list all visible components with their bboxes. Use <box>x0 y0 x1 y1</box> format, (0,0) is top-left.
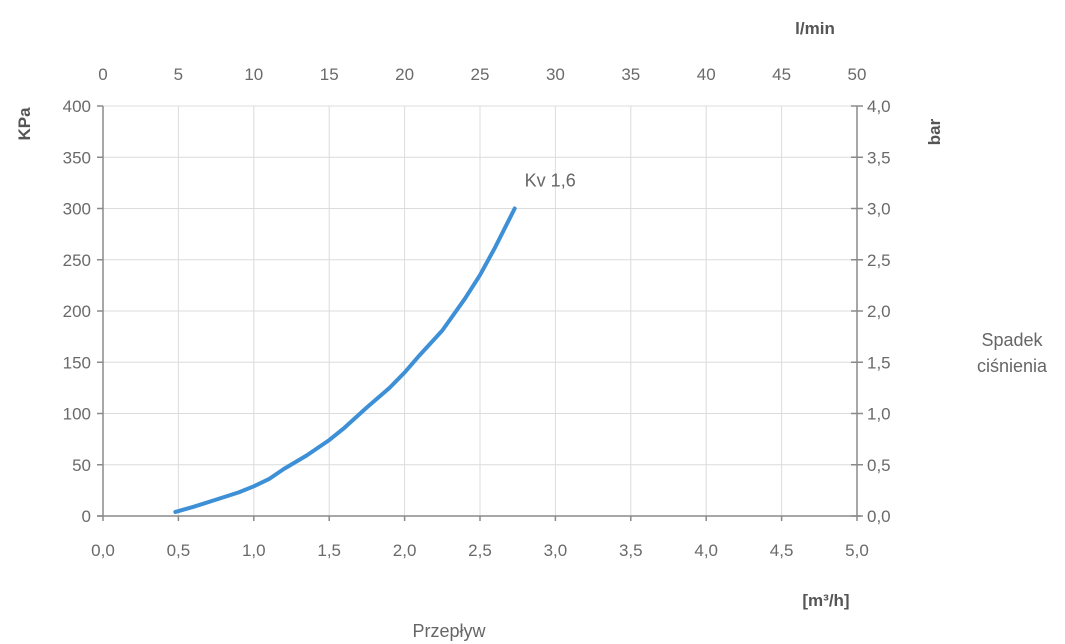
x-top-tick-label: 10 <box>244 65 263 84</box>
x-top-tick-label: 15 <box>320 65 339 84</box>
y-right-tick-label: 1,5 <box>867 353 891 372</box>
y-left-tick-label: 50 <box>72 456 91 475</box>
series-layer: Kv 1,6 <box>173 171 576 514</box>
x-bottom-tick-label: 3,5 <box>619 541 643 560</box>
pressure-drop-caption-line1: Spadek <box>981 330 1043 350</box>
y-left-axis-title: KPa <box>15 107 34 141</box>
x-bottom-tick-label: 4,5 <box>770 541 794 560</box>
y-left-tick-label: 200 <box>63 302 91 321</box>
grid <box>102 105 858 517</box>
y-right-tick-label: 3,5 <box>867 148 891 167</box>
x-top-axis-title: l/min <box>795 19 835 38</box>
y-left-tick-label: 100 <box>63 405 91 424</box>
x-top-tick-label: 5 <box>174 65 183 84</box>
x-bottom-tick-label: 0,0 <box>91 541 115 560</box>
y-right-axis-title: bar <box>925 118 944 145</box>
series-label: Kv 1,6 <box>525 171 576 191</box>
x-bottom-tick-label: 1,0 <box>242 541 266 560</box>
y-right-tick-label: 4,0 <box>867 97 891 116</box>
y-left-tick-label: 400 <box>63 97 91 116</box>
pressure-drop-caption-line2: ciśnienia <box>977 356 1048 376</box>
y-right-tick-label: 3,0 <box>867 200 891 219</box>
y-right-tick-label: 1,0 <box>867 405 891 424</box>
x-top-tick-label: 35 <box>621 65 640 84</box>
y-left-tick-label: 350 <box>63 148 91 167</box>
x-top-tick-label: 45 <box>772 65 791 84</box>
x-bottom-tick-label: 1,5 <box>317 541 341 560</box>
x-bottom-tick-label: 2,5 <box>468 541 492 560</box>
x-bottom-tick-label: 5,0 <box>845 541 869 560</box>
y-left-tick-label: 0 <box>82 507 91 526</box>
y-left-tick-label: 300 <box>63 200 91 219</box>
x-bottom-tick-label: 4,0 <box>694 541 718 560</box>
series-line <box>173 206 517 514</box>
y-right-tick-label: 2,5 <box>867 251 891 270</box>
x-bottom-tick-label: 2,0 <box>393 541 417 560</box>
x-top-tick-label: 40 <box>697 65 716 84</box>
axes <box>97 105 863 521</box>
y-right-tick-label: 0,0 <box>867 507 891 526</box>
x-axis-caption: Przepływ <box>412 621 486 641</box>
x-top-tick-label: 50 <box>848 65 867 84</box>
x-top-tick-label: 25 <box>471 65 490 84</box>
x-top-tick-label: 0 <box>98 65 107 84</box>
x-top-tick-label: 30 <box>546 65 565 84</box>
y-left-tick-label: 150 <box>63 353 91 372</box>
tick-labels: 0501001502002503003504000,00,51,01,52,02… <box>63 65 891 560</box>
x-bottom-axis-title: [m³/h] <box>802 591 849 610</box>
y-right-tick-label: 2,0 <box>867 302 891 321</box>
y-left-tick-label: 250 <box>63 251 91 270</box>
y-right-tick-label: 0,5 <box>867 456 891 475</box>
x-bottom-tick-label: 0,5 <box>167 541 191 560</box>
x-bottom-tick-label: 3,0 <box>544 541 568 560</box>
x-top-tick-label: 20 <box>395 65 414 84</box>
